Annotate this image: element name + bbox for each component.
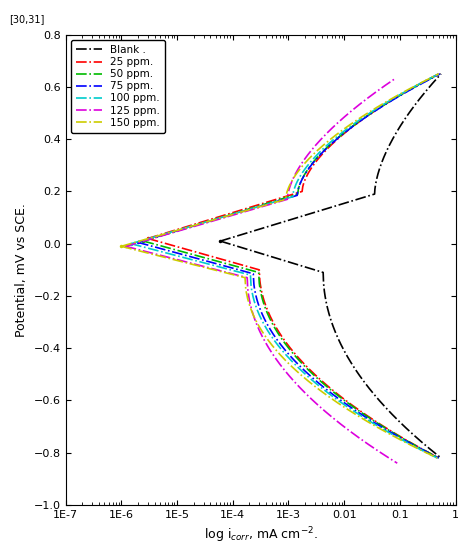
- Text: [30,31]: [30,31]: [9, 14, 45, 24]
- Legend: Blank ., 25 ppm., 50 ppm., 75 ppm., 100 ppm., 125 ppm., 150 ppm.: Blank ., 25 ppm., 50 ppm., 75 ppm., 100 …: [71, 40, 165, 133]
- X-axis label: log i$_{corr}$, mA cm$^{-2}$.: log i$_{corr}$, mA cm$^{-2}$.: [203, 525, 318, 545]
- Y-axis label: Potential, mV vs SCE.: Potential, mV vs SCE.: [15, 203, 28, 337]
